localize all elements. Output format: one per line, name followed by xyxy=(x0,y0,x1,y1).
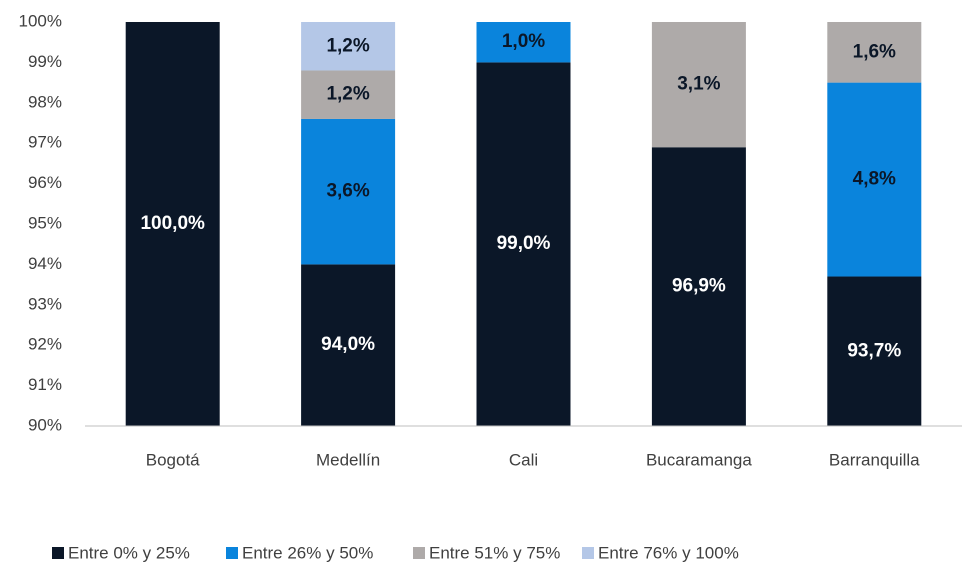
bar-segment xyxy=(651,147,746,426)
y-tick-label: 91% xyxy=(28,375,62,394)
y-tick-label: 98% xyxy=(28,92,62,111)
legend-label: Entre 0% y 25% xyxy=(68,543,190,562)
legend-label: Entre 76% y 100% xyxy=(598,543,739,562)
bar-segment xyxy=(301,22,396,71)
data-label: 93,7% xyxy=(847,340,901,361)
legend-label: Entre 51% y 75% xyxy=(429,543,560,562)
y-tick-label: 90% xyxy=(28,415,62,434)
data-label: 3,1% xyxy=(677,74,720,95)
bar-segment xyxy=(827,82,922,277)
bar-segment xyxy=(301,118,396,265)
x-tick-label: Bogotá xyxy=(146,450,200,469)
bar-segment xyxy=(827,276,922,426)
y-tick-label: 100% xyxy=(19,11,62,30)
y-tick-label: 95% xyxy=(28,213,62,232)
legend-swatch xyxy=(226,547,238,559)
data-label: 3,6% xyxy=(326,181,369,202)
bar-segment xyxy=(476,22,571,63)
legend-swatch xyxy=(52,547,64,559)
bar-segment xyxy=(476,62,571,426)
bar-segment xyxy=(301,70,396,119)
x-tick-label: Bucaramanga xyxy=(646,450,752,469)
y-tick-label: 92% xyxy=(28,335,62,354)
data-label: 1,6% xyxy=(853,41,896,62)
y-tick-label: 94% xyxy=(28,254,62,273)
data-label: 94,0% xyxy=(321,334,375,355)
bar-segment xyxy=(125,22,220,426)
y-tick-label: 96% xyxy=(28,173,62,192)
data-label: 1,0% xyxy=(502,31,545,52)
bar-segment xyxy=(651,22,746,148)
bar-segment xyxy=(827,22,922,83)
x-tick-label: Barranquilla xyxy=(829,450,920,469)
y-tick-label: 99% xyxy=(28,52,62,71)
data-label: 4,8% xyxy=(853,169,896,190)
legend-label: Entre 26% y 50% xyxy=(242,543,373,562)
legend-swatch xyxy=(582,547,594,559)
x-tick-label: Cali xyxy=(509,450,538,469)
x-tick-label: Medellín xyxy=(316,450,380,469)
y-tick-label: 97% xyxy=(28,133,62,152)
y-tick-label: 93% xyxy=(28,294,62,313)
data-label: 1,2% xyxy=(326,35,369,56)
legend-swatch xyxy=(413,547,425,559)
plot-area xyxy=(125,22,922,426)
bar-segment xyxy=(301,264,396,426)
data-label: 99,0% xyxy=(497,233,551,254)
data-label: 96,9% xyxy=(672,276,726,297)
data-label: 1,2% xyxy=(326,84,369,105)
data-label: 100,0% xyxy=(140,213,205,234)
